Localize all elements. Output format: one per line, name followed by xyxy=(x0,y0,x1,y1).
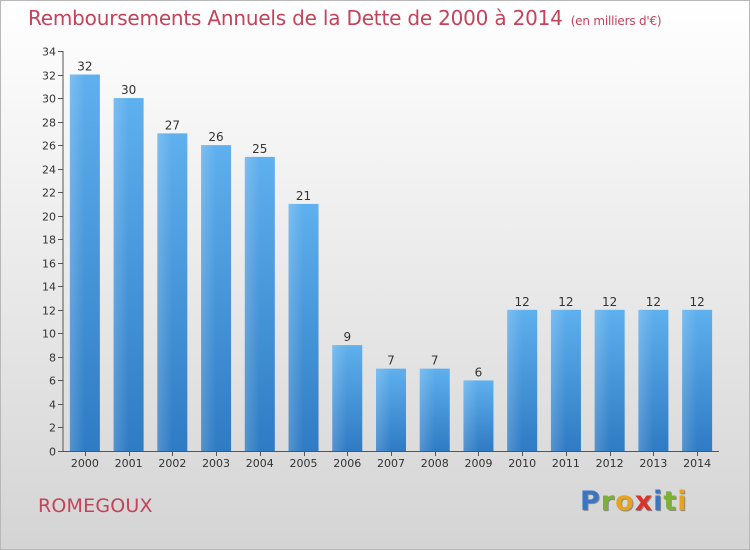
y-tick-label: 14 xyxy=(42,281,56,294)
bar-2001 xyxy=(113,98,144,451)
bar-value-label: 27 xyxy=(165,118,180,132)
y-tick-label: 4 xyxy=(49,399,56,412)
y-tick-label: 18 xyxy=(42,234,56,247)
bar-2006 xyxy=(332,345,363,451)
bar-value-label: 9 xyxy=(343,330,351,344)
logo-letter: i xyxy=(677,486,688,517)
logo-letter: i xyxy=(653,486,664,517)
bar-2002 xyxy=(157,133,188,451)
x-tick-label: 2014 xyxy=(683,457,711,470)
y-tick-label: 34 xyxy=(42,46,56,59)
bar-highlight xyxy=(113,98,129,451)
bar-value-label: 12 xyxy=(602,295,617,309)
bar-value-label: 6 xyxy=(475,365,483,379)
bar-value-label: 7 xyxy=(431,354,439,368)
bar-2010 xyxy=(507,309,538,451)
y-tick-label: 20 xyxy=(42,211,56,224)
bar-2013 xyxy=(638,309,669,451)
x-tick-label: 2004 xyxy=(246,457,274,470)
y-tick-label: 0 xyxy=(49,446,56,459)
bar-value-label: 12 xyxy=(646,295,661,309)
proxiti-logo: Proxiti xyxy=(580,486,688,517)
y-tick-label: 12 xyxy=(42,305,56,318)
bar-highlight xyxy=(594,309,610,451)
y-tick-label: 30 xyxy=(42,93,56,106)
bar-highlight xyxy=(682,309,698,451)
bar-value-label: 7 xyxy=(387,354,395,368)
y-tick-label: 26 xyxy=(42,140,56,153)
logo-letter: x xyxy=(634,486,654,517)
bar-highlight xyxy=(244,156,260,451)
logo-letter: o xyxy=(615,486,635,517)
bar-highlight xyxy=(157,133,173,451)
bar-highlight xyxy=(288,203,304,451)
y-tick-label: 8 xyxy=(49,352,56,365)
bar-2014 xyxy=(682,309,713,451)
bar-value-label: 12 xyxy=(558,295,573,309)
bar-value-label: 21 xyxy=(296,189,311,203)
x-tick-label: 2000 xyxy=(71,457,99,470)
x-tick-label: 2002 xyxy=(158,457,186,470)
bar-value-label: 25 xyxy=(252,142,267,156)
bar-highlight xyxy=(463,380,479,451)
bar-highlight xyxy=(507,309,523,451)
y-tick-label: 22 xyxy=(42,187,56,200)
x-tick-label: 2008 xyxy=(421,457,449,470)
chart-title: Remboursements Annuels de la Dette de 20… xyxy=(28,6,662,30)
x-axis: 2000 2001 2002 2003 2004 2005 2006 2007 2008 2009… xyxy=(63,451,719,470)
data-labels: 32 30 27 26 25 21 9 7 7 6 12 12 12 12 12 xyxy=(77,60,705,380)
x-tick-label: 2003 xyxy=(202,457,230,470)
bar-2003 xyxy=(201,145,232,451)
logo-letter: r xyxy=(600,486,616,517)
bar-2012 xyxy=(594,309,625,451)
x-tick-label: 2005 xyxy=(290,457,318,470)
bar-2008 xyxy=(419,368,450,451)
y-tick-label: 32 xyxy=(42,70,56,83)
logo-letter: P xyxy=(580,486,601,517)
bar-highlight xyxy=(419,368,435,451)
x-tick-label: 2007 xyxy=(377,457,405,470)
x-tick-label: 2009 xyxy=(464,457,492,470)
bar-2007 xyxy=(376,368,406,451)
chart-title-text: Remboursements Annuels de la Dette de 20… xyxy=(28,6,563,30)
bar-value-label: 12 xyxy=(515,295,530,309)
y-tick-label: 16 xyxy=(42,258,56,271)
bar-highlight xyxy=(201,145,217,451)
bar-highlight xyxy=(638,309,654,451)
bar-highlight xyxy=(69,74,85,451)
y-tick-label: 6 xyxy=(49,375,56,388)
y-tick-label: 10 xyxy=(42,328,56,341)
logo-letter: t xyxy=(663,486,678,517)
bar-highlight xyxy=(332,345,348,451)
bar-2011 xyxy=(550,309,581,451)
y-tick-label: 28 xyxy=(42,117,56,130)
x-tick-label: 2012 xyxy=(596,457,624,470)
bar-2009 xyxy=(463,380,494,451)
bar-value-label: 30 xyxy=(121,83,136,97)
x-tick-label: 2013 xyxy=(639,457,667,470)
bar-value-label: 26 xyxy=(208,130,223,144)
bar-value-label: 32 xyxy=(77,60,92,74)
x-tick-label: 2010 xyxy=(508,457,536,470)
bar-value-label: 12 xyxy=(689,295,704,309)
commune-name: ROMEGOUX xyxy=(38,495,153,517)
y-tick-label: 24 xyxy=(42,164,56,177)
x-tick-label: 2001 xyxy=(115,457,143,470)
x-tick-label: 2011 xyxy=(552,457,580,470)
y-tick-label: 2 xyxy=(49,422,56,435)
bar-2000 xyxy=(69,74,100,451)
x-tick-label: 2006 xyxy=(333,457,361,470)
chart-subtitle: (en milliers d'€) xyxy=(570,14,662,28)
bar-2004 xyxy=(244,156,275,451)
bar-highlight xyxy=(550,309,566,451)
bar-2005 xyxy=(288,203,319,451)
bars xyxy=(69,74,713,451)
bar-highlight xyxy=(376,368,391,451)
